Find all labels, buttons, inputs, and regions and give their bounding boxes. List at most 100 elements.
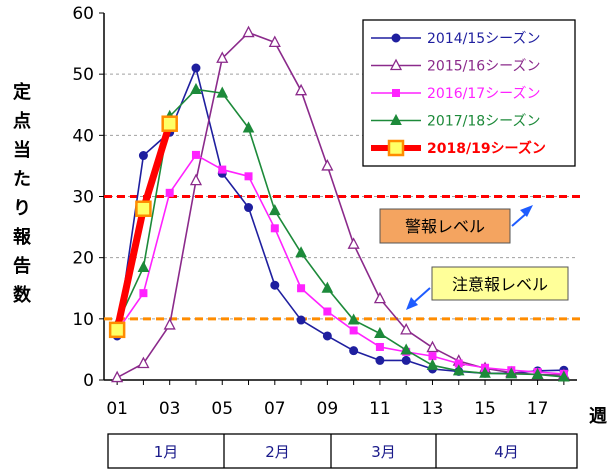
y-tick-label: 60 <box>72 4 94 24</box>
caution-label: 注意報レベル <box>452 275 548 294</box>
data-point <box>391 33 401 43</box>
data-point <box>349 326 358 335</box>
data-point <box>268 35 281 48</box>
data-point <box>242 121 255 133</box>
data-point <box>374 326 386 339</box>
data-point <box>216 51 229 63</box>
x-tick-label: 07 <box>264 399 286 419</box>
month-label: 1月 <box>154 443 179 461</box>
data-point <box>138 151 148 161</box>
data-point <box>190 82 202 94</box>
data-point <box>505 367 518 379</box>
warning-arrowhead <box>520 205 533 217</box>
y-axis-label-char: 当 <box>13 139 31 161</box>
y-tick-label: 20 <box>72 249 94 269</box>
caution-arrow <box>411 287 431 305</box>
y-tick-label: 40 <box>72 126 94 146</box>
data-point <box>270 280 280 290</box>
warning-label-box <box>379 208 511 244</box>
data-point <box>400 343 413 355</box>
x-tick-label: 03 <box>159 399 181 419</box>
y-axis-label-char: り <box>13 198 31 219</box>
x-tick-label: 11 <box>369 399 391 419</box>
data-point <box>426 340 439 353</box>
data-point <box>375 342 384 351</box>
data-point <box>373 291 386 304</box>
warning-label: 警報レベル <box>405 217 485 236</box>
data-point <box>531 367 544 379</box>
data-point <box>400 322 413 335</box>
data-point <box>558 370 570 382</box>
series-line <box>116 154 564 375</box>
data-point <box>139 289 148 298</box>
data-point <box>347 237 360 249</box>
data-point <box>479 366 491 378</box>
data-point <box>242 25 255 38</box>
data-point <box>426 358 439 370</box>
caution-label-box <box>431 266 569 301</box>
data-point <box>349 346 359 356</box>
month-table <box>107 433 578 469</box>
y-axis-label-char: た <box>13 169 31 190</box>
data-point <box>191 63 201 73</box>
data-point <box>401 355 411 365</box>
y-axis-label-char: 報 <box>13 226 32 248</box>
data-point <box>387 139 405 157</box>
x-tick-label: 15 <box>474 399 496 419</box>
series-line <box>116 31 564 379</box>
data-point <box>161 115 178 132</box>
data-point <box>323 307 332 316</box>
data-point <box>108 321 126 339</box>
y-axis-label-char: 定 <box>13 81 31 103</box>
y-axis-label-char: 点 <box>13 110 31 132</box>
data-point <box>163 318 176 330</box>
y-tick-label: 30 <box>72 188 94 208</box>
y-tick-label: 10 <box>72 310 94 330</box>
data-point <box>452 364 465 376</box>
data-point <box>428 352 437 361</box>
data-point <box>295 246 307 258</box>
data-point <box>390 113 402 125</box>
x-tick-label: 17 <box>527 399 549 419</box>
data-point <box>218 165 227 174</box>
data-point <box>191 150 200 159</box>
month-label: 4月 <box>494 443 519 461</box>
data-point <box>321 281 334 293</box>
data-point <box>244 172 253 181</box>
data-point <box>322 331 332 341</box>
y-tick-label: 50 <box>72 65 94 85</box>
y-axis-label-char: 告 <box>13 255 31 277</box>
data-point <box>389 58 403 71</box>
legend-label: 2017/18シーズン <box>427 114 540 130</box>
data-point <box>296 315 306 325</box>
data-point <box>295 83 308 96</box>
data-point <box>454 359 463 368</box>
month-label: 3月 <box>371 443 396 461</box>
data-point <box>268 203 281 216</box>
caution-arrowhead <box>406 297 418 310</box>
data-point <box>137 356 150 369</box>
series-4 <box>111 82 570 382</box>
series-5 <box>108 115 178 339</box>
legend-label: 2018/19シーズン <box>427 140 546 157</box>
data-point <box>165 188 174 197</box>
x-tick-label: 13 <box>422 399 444 419</box>
data-point <box>375 355 385 365</box>
data-point <box>321 159 334 171</box>
data-point <box>244 203 254 213</box>
y-tick-label: 0 <box>83 371 94 391</box>
x-tick-label: 09 <box>317 399 339 419</box>
month-label: 2月 <box>265 443 290 461</box>
data-point <box>347 313 360 325</box>
data-point <box>270 224 279 233</box>
x-axis-label: 週 <box>589 406 607 427</box>
data-point <box>135 200 152 217</box>
x-tick-label: 05 <box>211 399 233 419</box>
x-tick-label: 01 <box>106 399 128 419</box>
legend-label: 2015/16シーズン <box>427 59 540 75</box>
data-point <box>111 370 124 383</box>
legend-label: 2016/17シーズン <box>427 86 540 102</box>
data-point <box>392 89 400 97</box>
data-point <box>297 284 306 293</box>
data-point <box>216 86 229 98</box>
